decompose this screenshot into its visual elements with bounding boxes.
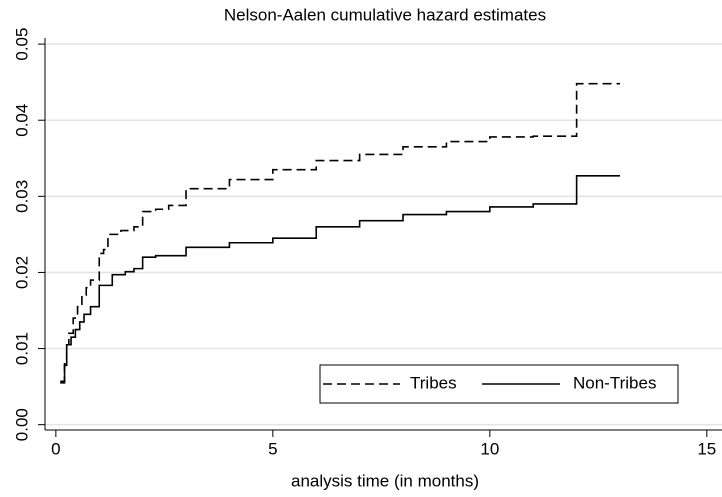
step-line (60, 174, 621, 384)
y-tick-label: 0.03 (12, 180, 31, 213)
y-tick-label: 0.05 (12, 28, 31, 61)
x-tick-label: 15 (697, 439, 716, 458)
x-tick-label: 0 (51, 439, 60, 458)
x-tick-label: 5 (268, 439, 277, 458)
x-tick-label: 10 (480, 439, 499, 458)
legend-label: Tribes (410, 373, 457, 392)
y-tick-label: 0.02 (12, 256, 31, 289)
legend-label: Non-Tribes (573, 373, 656, 392)
y-tick-label: 0.00 (12, 408, 31, 441)
y-tick-label: 0.01 (12, 332, 31, 365)
x-axis-label: analysis time (in months) (291, 471, 479, 490)
y-tick-label: 0.04 (12, 104, 31, 137)
step-line (60, 82, 621, 383)
chart-title: Nelson-Aalen cumulative hazard estimates (224, 5, 546, 24)
